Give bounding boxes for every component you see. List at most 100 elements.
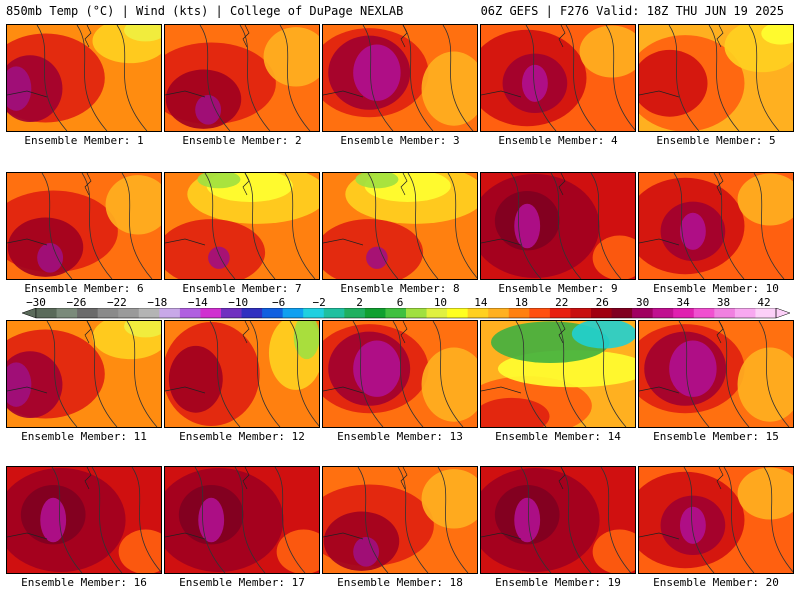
colorbar-swatch — [652, 308, 674, 318]
temperature-shade — [105, 175, 161, 235]
colorbar-border — [35, 308, 777, 319]
temperature-map — [7, 25, 161, 131]
temperature-shade — [421, 347, 477, 422]
height-contour — [289, 321, 319, 427]
colorbar-tick-label: −30 — [26, 296, 46, 309]
colorbar-swatch — [159, 308, 181, 318]
coastline — [481, 173, 566, 246]
temperature-shade — [737, 467, 793, 520]
colorbar-swatch — [200, 308, 222, 318]
ensemble-member-panel: Ensemble Member: 16 — [6, 466, 162, 596]
temperature-shade — [276, 529, 319, 573]
height-contour — [76, 25, 108, 131]
ensemble-member-label: Ensemble Member: 5 — [656, 134, 776, 147]
ensemble-member-panel: Ensemble Member: 18 — [322, 466, 478, 596]
colorbar-tick-label: −18 — [147, 296, 168, 309]
height-contour — [437, 467, 469, 573]
colorbar-swatch — [529, 308, 551, 318]
colorbar-swatch — [406, 308, 428, 318]
colorbar-max-arrow — [775, 308, 791, 319]
map-frame — [638, 24, 794, 132]
colorbar-tick-label: 6 — [396, 296, 404, 309]
ensemble-member-label: Ensemble Member: 14 — [495, 430, 621, 443]
height-contour — [668, 25, 700, 131]
map-frame — [6, 24, 162, 132]
height-contour — [510, 173, 542, 279]
ensemble-member-label: Ensemble Member: 9 — [498, 282, 618, 295]
coastline — [165, 25, 250, 98]
temperature-shade — [7, 362, 32, 407]
ensemble-member-panel: Ensemble Member: 13 — [322, 320, 478, 450]
height-contour — [432, 321, 464, 427]
coastline — [165, 321, 250, 394]
colorbar-tick-label: 10 — [433, 296, 448, 309]
height-contour — [36, 25, 68, 131]
map-frame — [480, 466, 636, 574]
ensemble-member-label: Ensemble Member: 17 — [179, 576, 305, 589]
height-contour — [352, 321, 384, 427]
height-contour — [81, 173, 113, 279]
ensemble-member-label: Ensemble Member: 19 — [495, 576, 621, 589]
ensemble-member-panel: Ensemble Member: 1 — [6, 24, 162, 154]
colorbar-swatch — [549, 308, 571, 318]
map-frame — [638, 466, 794, 574]
ensemble-member-label: Ensemble Member: 8 — [340, 282, 460, 295]
temperature-map — [481, 467, 635, 573]
ensemble-member-panel: Ensemble Member: 19 — [480, 466, 636, 596]
temperature-shade — [514, 497, 541, 543]
colorbar-swatch — [344, 308, 366, 318]
coastline — [323, 173, 408, 246]
ensemble-member-panel: Ensemble Member: 8 — [322, 172, 478, 302]
temperature-shade — [208, 246, 230, 269]
temperature-shade — [198, 497, 225, 543]
temperature-shade — [571, 321, 635, 349]
colorbar-swatch — [734, 308, 756, 318]
coastline — [7, 467, 92, 540]
temperature-shade — [293, 321, 319, 360]
height-contour — [515, 321, 547, 427]
temperature-shade — [118, 529, 161, 573]
temperature-shade — [263, 27, 319, 87]
height-contour — [520, 467, 552, 573]
ensemble-member-panel: Ensemble Member: 5 — [638, 24, 794, 154]
height-contour — [748, 25, 780, 131]
ensemble-member-panel: Ensemble Member: 6 — [6, 172, 162, 302]
map-frame — [164, 172, 320, 280]
colorbar-swatch — [693, 308, 715, 318]
coastline — [165, 173, 250, 246]
height-contour — [678, 321, 710, 427]
temperature-map — [639, 321, 793, 427]
coastline — [7, 321, 92, 394]
height-contour — [209, 321, 241, 427]
temperature-map — [7, 321, 161, 427]
coastline — [7, 173, 92, 246]
temperature-map — [481, 173, 635, 279]
height-contour — [673, 173, 705, 279]
height-contour — [244, 173, 276, 279]
height-contour — [525, 25, 557, 131]
ensemble-member-label: Ensemble Member: 11 — [21, 430, 147, 443]
temperature-shade — [421, 469, 477, 529]
temperature-shade — [521, 64, 548, 102]
height-contour — [595, 321, 627, 427]
colorbar-swatch — [36, 308, 58, 318]
ensemble-member-label: Ensemble Member: 13 — [337, 430, 463, 443]
ensemble-member-panel: Ensemble Member: 3 — [322, 24, 478, 154]
temperature-shade — [421, 51, 477, 126]
height-contour — [763, 467, 793, 573]
colorbar-tick-label: 38 — [716, 296, 731, 309]
ensemble-member-panel: Ensemble Member: 15 — [638, 320, 794, 450]
colorbar-swatch — [282, 308, 304, 318]
height-contour — [718, 321, 750, 427]
temperature-colorbar: −30 −26 −22 −18 −14 −10 −6 −2 2 6 10 14 18 22 26 30 34 38… — [0, 296, 800, 320]
height-contour — [357, 467, 389, 573]
temperature-map — [481, 25, 635, 131]
temperature-shade — [481, 397, 550, 427]
coastline — [639, 173, 724, 246]
temperature-shade — [737, 173, 793, 226]
coastline — [639, 321, 724, 394]
colorbar-tick-label: 26 — [595, 296, 609, 309]
map-frame — [322, 24, 478, 132]
temperature-map — [7, 173, 161, 279]
height-contour — [199, 25, 231, 131]
